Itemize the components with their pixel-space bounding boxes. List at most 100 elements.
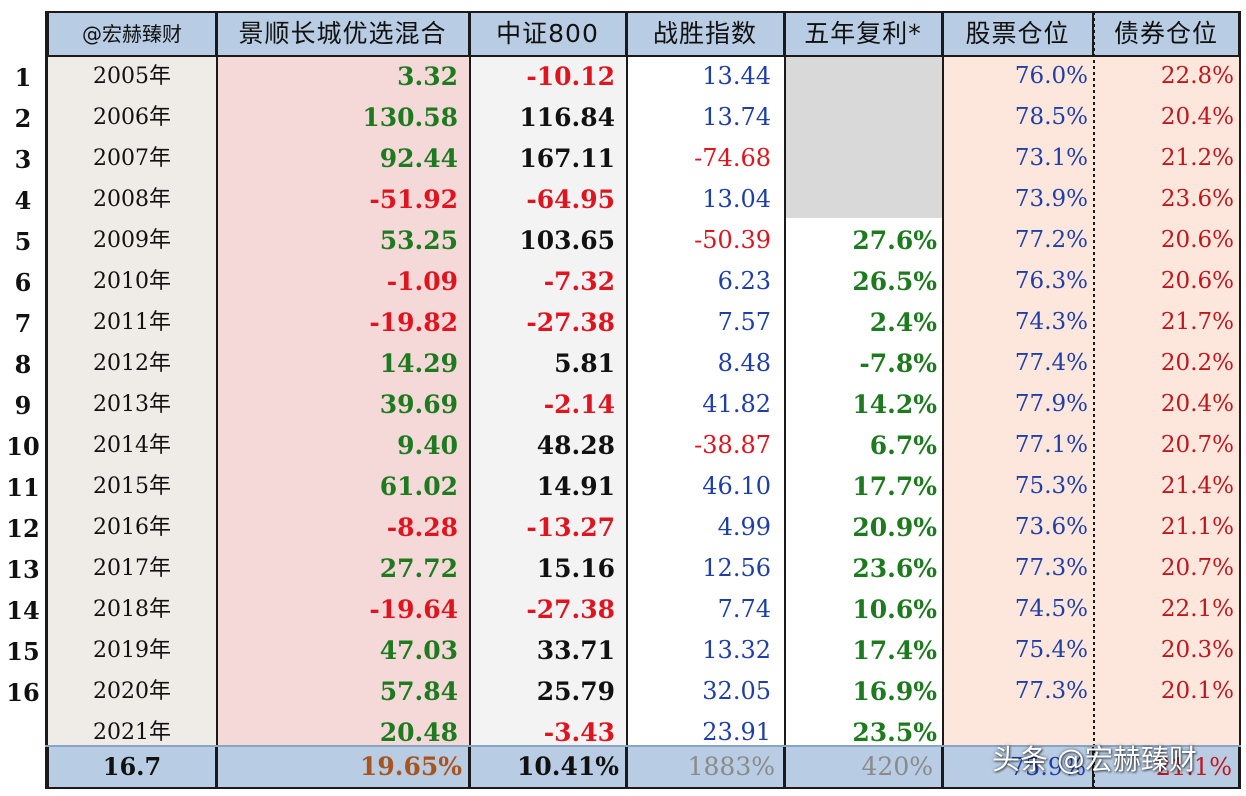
cell-fund-return: -1.09: [386, 267, 458, 296]
cell-five-year-cagr: [785, 56, 943, 97]
cell-bond-position: 20.2%: [1160, 350, 1234, 376]
cell-beat-index: 12.56: [702, 554, 771, 582]
col-bg-bond: [1094, 56, 1240, 746]
cell-beat-index: 6.23: [717, 267, 771, 295]
cell-year: 2015年: [93, 474, 171, 499]
row-number: 13: [6, 555, 40, 584]
cell-five-year-cagr: 26.5%: [852, 267, 937, 296]
cell-fund-return: 61.02: [379, 472, 458, 501]
col-bg-stock: [943, 56, 1094, 746]
cell-five-year-cagr: [785, 138, 943, 179]
cell-fund-return: 57.84: [379, 677, 458, 706]
cell-five-year-cagr: [785, 179, 943, 220]
footer-cell-years: 16.7: [47, 746, 217, 788]
col-divider-5: [942, 12, 944, 789]
cell-beat-index: -38.87: [694, 431, 771, 459]
cell-beat-index: 13.32: [702, 636, 771, 664]
footer-cell-beat: 1883%: [627, 746, 785, 788]
footer-bond: 21.1%: [1155, 753, 1232, 781]
footer-index: 10.41%: [516, 752, 619, 781]
footer-beat: 1883%: [687, 752, 775, 781]
row-number: 3: [14, 145, 32, 174]
header-cell-index: 中证800: [470, 12, 627, 56]
row-number: 8: [14, 350, 32, 379]
table-bottom-border: [45, 787, 1241, 789]
cell-stock-position: 73.9%: [1014, 186, 1088, 212]
cell-index-return: -3.43: [543, 718, 615, 747]
cell-fund-return: -19.82: [369, 308, 458, 337]
cell-fund-return: -51.92: [369, 185, 458, 214]
col-divider-4: [784, 12, 786, 789]
cell-year: 2011年: [93, 310, 171, 335]
col-bg-beat: [627, 56, 785, 746]
row-number: 5: [14, 227, 32, 256]
cell-year: 2010年: [93, 269, 171, 294]
cell-bond-position: 20.3%: [1160, 637, 1234, 663]
footer-cell-index: 10.41%: [470, 746, 627, 788]
cell-stock-position: 77.3%: [1014, 555, 1088, 581]
cell-bond-position: 21.2%: [1160, 145, 1234, 171]
cell-stock-position: 76.0%: [1014, 63, 1088, 89]
watermark: 头条 @宏赫臻财: [992, 743, 1197, 776]
table-left-border: [45, 12, 48, 789]
cell-bond-position: 21.7%: [1160, 309, 1234, 335]
cell-bond-position: 22.1%: [1160, 596, 1234, 622]
cell-fund-return: 130.58: [362, 103, 458, 132]
cell-bond-position: 20.6%: [1160, 227, 1234, 253]
cell-five-year-cagr: 17.4%: [852, 636, 937, 665]
cell-stock-position: 77.2%: [1014, 227, 1088, 253]
cell-year: 2016年: [93, 515, 171, 540]
cell-year: 2021年: [93, 720, 171, 745]
cell-year: 2020年: [93, 679, 171, 704]
cell-bond-position: 22.8%: [1160, 63, 1234, 89]
cell-beat-index: 7.57: [717, 308, 771, 336]
cell-stock-position: 76.3%: [1014, 268, 1088, 294]
cell-beat-index: 23.91: [702, 718, 771, 746]
footer-fund: 19.65%: [359, 752, 462, 781]
footer-cell-stock: 75.9%: [943, 746, 1094, 788]
cell-stock-position: 77.3%: [1014, 678, 1088, 704]
cell-beat-index: 32.05: [702, 677, 771, 705]
cell-five-year-cagr: 23.5%: [852, 718, 937, 747]
cell-fund-return: 9.40: [397, 431, 458, 460]
cell-index-return: 48.28: [536, 431, 615, 460]
cell-beat-index: -74.68: [694, 144, 771, 172]
row-number: 2: [14, 104, 32, 133]
cell-five-year-cagr: 20.9%: [852, 513, 937, 542]
cell-five-year-cagr: 27.6%: [852, 226, 937, 255]
cell-year: 2007年: [93, 146, 171, 171]
cell-fund-return: 3.32: [397, 62, 458, 91]
cell-stock-position: 73.1%: [1014, 145, 1088, 171]
cell-index-return: 167.11: [519, 144, 615, 173]
cell-beat-index: 8.48: [717, 349, 771, 377]
cell-five-year-cagr: 16.9%: [852, 677, 937, 706]
cell-beat-index: 46.10: [702, 472, 771, 500]
cell-year: 2012年: [93, 351, 171, 376]
cell-year: 2014年: [93, 433, 171, 458]
header-cell-author: @宏赫臻财: [47, 12, 217, 56]
header-cell-beat: 战胜指数: [627, 12, 785, 56]
cell-beat-index: 4.99: [717, 513, 771, 541]
header-cell-fund: 景顺长城优选混合: [217, 12, 470, 56]
col-bg-fund: [217, 56, 470, 746]
cell-five-year-cagr: 6.7%: [869, 431, 937, 460]
row-number: 12: [6, 514, 40, 543]
cell-fund-return: 53.25: [379, 226, 458, 255]
cell-index-return: 33.71: [536, 636, 615, 665]
cell-index-return: -27.38: [526, 595, 615, 624]
cell-five-year-cagr: 14.2%: [852, 390, 937, 419]
cell-five-year-cagr: 2.4%: [869, 308, 937, 337]
cell-year: 2019年: [93, 638, 171, 663]
col-bg-index: [470, 56, 627, 746]
row-number: 7: [14, 309, 32, 338]
cell-bond-position: 20.4%: [1160, 104, 1234, 130]
row-number: 1: [14, 63, 32, 92]
cell-stock-position: 75.4%: [1014, 637, 1088, 663]
cell-stock-position: 77.1%: [1014, 432, 1088, 458]
cell-index-return: -64.95: [526, 185, 615, 214]
cell-fund-return: 39.69: [379, 390, 458, 419]
cell-bond-position: 20.4%: [1160, 391, 1234, 417]
blank-cagr-block: [785, 56, 943, 218]
cell-beat-index: 13.74: [702, 103, 771, 131]
cell-fund-return: -8.28: [386, 513, 458, 542]
